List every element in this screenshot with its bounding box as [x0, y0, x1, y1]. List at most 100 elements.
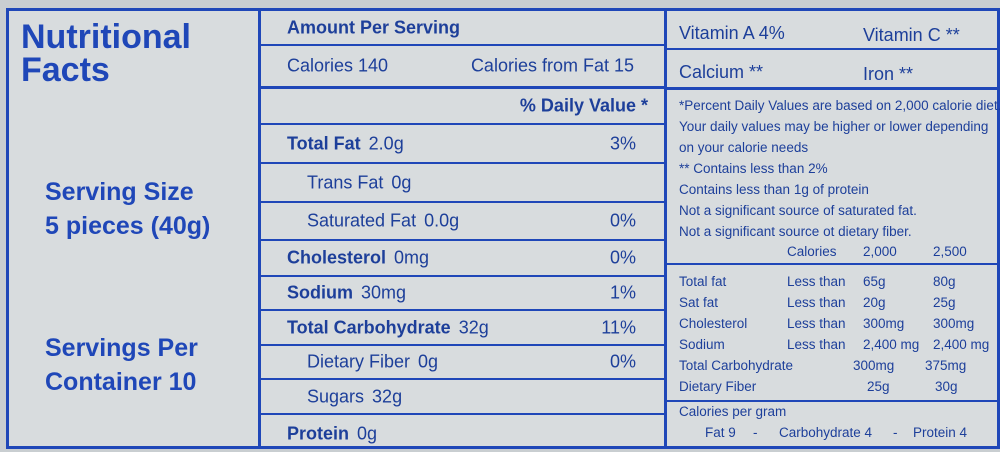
nutrient-name: Saturated Fat [307, 210, 417, 231]
footnote-line: on your calorie needs [679, 140, 809, 155]
serving-size-line-2: 5 pieces (40g) [45, 212, 211, 240]
nutrient-amount: 0.0g [424, 210, 460, 231]
nutrient-label: Cholesterol 0mg [287, 248, 429, 269]
title-line-1: Nutritional [21, 18, 191, 56]
dv-value-2500: 25g [933, 295, 956, 310]
footnote-line: Not a significant source of saturated fa… [679, 203, 917, 218]
nutrient-amount: 0g [391, 172, 412, 192]
footnote-line: Contains less than 1g of protein [679, 182, 869, 197]
iron: Iron ** [863, 64, 914, 84]
dv-col-2000: 2,000 [863, 244, 897, 259]
nutrient-row: Total Carbohydrate 32g 11% [261, 311, 664, 346]
daily-value-header-row: % Daily Value * [261, 89, 664, 125]
vitamins-row: Vitamin A 4% Vitamin C ** [667, 11, 997, 50]
dv-nutrient: Total fat [679, 274, 727, 289]
calories-row: Calories 140 Calories from Fat 15 [261, 46, 664, 89]
nutrient-amount: 0mg [394, 247, 430, 268]
dv-nutrient: Sat fat [679, 295, 719, 310]
servings-per-container: Servings Per Container 10 [45, 331, 198, 399]
dv-qualifier: Less than [787, 337, 846, 352]
dv-col-2500: 2,500 [933, 244, 967, 259]
nutrient-row: Dietary Fiber 0g 0% [261, 346, 664, 380]
calories: Calories 140 [287, 55, 389, 76]
nutrient-row: Protein 0g [261, 415, 664, 452]
nutrient-name: Dietary Fiber [307, 351, 411, 372]
nutrition-label: Nutritional Facts Serving Size 5 pieces … [6, 8, 1000, 449]
nutrient-row: Saturated Fat 0.0g 0% [261, 203, 664, 241]
calories-from-fat: Calories from Fat 15 [470, 55, 634, 76]
dv-value-2500: 30g [935, 379, 958, 394]
nutrient-daily-value: 0% [609, 210, 636, 231]
dv-nutrient: Sodium [679, 337, 725, 352]
dv-qualifier: Less than [787, 274, 846, 289]
calories-per-gram-label: Calories per gram [679, 404, 787, 419]
nutrient-name: Protein [287, 423, 350, 443]
dv-qualifier: Less than [787, 316, 846, 331]
dv-divider-top [667, 263, 997, 265]
nutrient-amount: 0g [357, 423, 378, 443]
footnote-line: *Percent Daily Values are based on 2,000… [679, 98, 1000, 113]
cpg-sep-1: - [753, 425, 758, 440]
footnote-line: Your daily values may be higher or lower… [679, 119, 989, 134]
page-title: Nutritional Facts [21, 18, 191, 89]
cpg-carbohydrate: Carbohydrate 4 [779, 425, 873, 440]
nutrient-amount: 0g [418, 351, 439, 372]
nutrient-daily-value: 0% [609, 247, 636, 268]
dv-qualifier: Less than [787, 295, 846, 310]
dv-nutrient: Cholesterol [679, 316, 748, 331]
dv-value-2500: 300mg [933, 316, 975, 331]
nutrient-label: Total Fat 2.0g [287, 133, 404, 154]
nutrient-name: Sugars [307, 386, 365, 406]
dv-value-2000: 65g [863, 274, 886, 289]
nutrient-daily-value: 0% [609, 351, 636, 372]
footnote-line: ** Contains less than 2% [679, 161, 828, 176]
nutrient-row: Cholesterol 0mg 0% [261, 241, 664, 277]
cpg-fat: Fat 9 [705, 425, 736, 440]
nutrient-row: Sodium 30mg 1% [261, 277, 664, 311]
dv-value-2000: 2,400 mg [863, 337, 920, 352]
nutrient-amount: 32g [372, 386, 403, 406]
title-line-2: Facts [21, 51, 110, 89]
dv-value-2500: 80g [933, 274, 956, 289]
vitamin-a: Vitamin A 4% [679, 23, 785, 43]
nutrient-label: Sodium 30mg [287, 283, 406, 304]
daily-value-header: % Daily Value * [519, 95, 648, 116]
nutrient-label: Dietary Fiber 0g [307, 352, 438, 373]
nutrient-row: Trans Fat 0g [261, 164, 664, 203]
nutrient-label: Saturated Fat 0.0g [307, 211, 459, 232]
serving-size-line-1: Serving Size [45, 178, 194, 206]
dv-value-2000: 300mg [853, 358, 895, 373]
nutrient-row: Total Fat 2.0g 3% [261, 125, 664, 164]
nutrient-label: Trans Fat 0g [307, 172, 411, 193]
nutrient-daily-value: 3% [609, 133, 636, 153]
nutrient-label: Protein 0g [287, 423, 377, 444]
dv-value-2000: 25g [867, 379, 890, 394]
nutrient-amount: 2.0g [368, 133, 404, 153]
nutrient-daily-value: 1% [609, 282, 636, 303]
serving-size: Serving Size 5 pieces (40g) [45, 175, 210, 243]
left-column: Nutritional Facts Serving Size 5 pieces … [9, 11, 261, 446]
dv-value-2000: 300mg [863, 316, 905, 331]
nutrient-name: Sodium [287, 282, 353, 303]
cpg-protein: Protein 4 [913, 425, 968, 440]
nutrient-name: Total Fat [287, 133, 361, 153]
dv-calories-label: Calories [787, 244, 837, 259]
nutrient-table: Amount Per Serving Calories 140 Calories… [261, 11, 667, 446]
amount-header-row: Amount Per Serving [261, 11, 664, 46]
nutrient-amount: 30mg [361, 282, 407, 303]
nutrient-name: Total Carbohydrate [287, 317, 451, 337]
amount-header: Amount Per Serving [287, 17, 461, 37]
dv-nutrient: Dietary Fiber [679, 379, 757, 394]
nutrient-row: Sugars 32g [261, 380, 664, 415]
vitamin-c: Vitamin C ** [863, 25, 960, 45]
nutrient-label: Total Carbohydrate 32g [287, 317, 489, 338]
servings-line-2: Container 10 [45, 368, 197, 396]
nutrient-name: Cholesterol [287, 247, 387, 268]
nutrient-amount: 32g [458, 317, 489, 337]
nutrient-daily-value: 11% [601, 317, 636, 337]
dv-nutrient: Total Carbohydrate [679, 358, 794, 373]
minerals-row: Calcium ** Iron ** [667, 50, 997, 90]
dv-divider-bottom [667, 400, 997, 402]
calcium: Calcium ** [679, 62, 764, 82]
cpg-sep-2: - [893, 425, 898, 440]
